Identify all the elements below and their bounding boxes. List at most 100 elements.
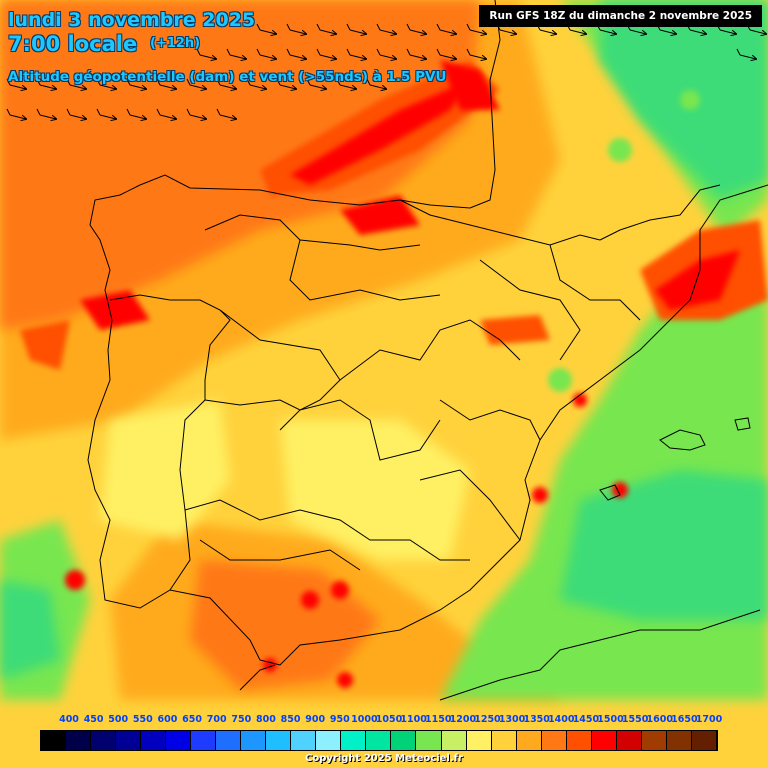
wind-arrow (439, 54, 456, 59)
wind-arrow (129, 114, 146, 119)
legend-label: 1550 (621, 714, 649, 725)
wind-arrow (319, 29, 336, 34)
legend-swatch (691, 731, 717, 750)
wind-barb (346, 23, 351, 31)
wind-barb (316, 23, 321, 31)
wind-arrow (749, 29, 766, 34)
legend-label: 1300 (498, 714, 526, 725)
wind-arrow (229, 54, 246, 59)
wind-barb (286, 48, 291, 56)
wind-arrow (249, 84, 266, 89)
wind-arrow (469, 29, 486, 34)
wind-barb (96, 108, 101, 116)
wind-arrow (319, 54, 336, 59)
legend-swatch (141, 731, 167, 750)
legend-swatch (566, 731, 592, 750)
wind-arrow (439, 29, 456, 34)
wind-arrow (9, 114, 26, 119)
legend-labels: 400 450 500 550 600 650 700 750 800 850 900 950 1000… (54, 714, 724, 728)
forecast-local-time: 7:00 locale (8, 32, 138, 56)
legend-swatch (191, 731, 217, 750)
wind-arrow (499, 29, 516, 34)
wind-barb (376, 23, 381, 31)
legend-label: 650 (182, 714, 202, 725)
legend-swatch (616, 731, 642, 750)
wind-barb (256, 23, 261, 31)
wind-barb (436, 48, 441, 56)
wind-arrow (689, 29, 706, 34)
legend-label: 850 (280, 714, 301, 725)
legend-label: 1450 (572, 714, 600, 725)
wind-arrow (569, 29, 586, 34)
map-borders (87, 0, 768, 701)
wind-arrow (339, 84, 356, 89)
wind-arrow (189, 114, 206, 119)
wind-barb (216, 108, 221, 116)
map-subtitle: Altitude géopotentielle (dam) et vent (>… (8, 69, 447, 85)
wind-barb (196, 48, 201, 56)
legend-swatch (41, 731, 67, 750)
legend-label: 750 (231, 714, 252, 725)
wind-arrow (69, 84, 86, 89)
wind-barb (186, 108, 191, 116)
wind-barb (6, 78, 11, 86)
legend-swatch (291, 731, 317, 750)
wind-barb (276, 78, 281, 86)
wind-barb (126, 108, 131, 116)
forecast-offset: (+12h) (150, 36, 201, 51)
wind-barb (6, 108, 11, 116)
wind-barb (736, 48, 741, 56)
wind-arrow (259, 54, 276, 59)
legend-label: 1100 (400, 714, 427, 725)
wind-arrow (99, 84, 116, 89)
wind-arrow (369, 84, 386, 89)
wind-arrow (289, 29, 306, 34)
legend-swatch (541, 731, 567, 750)
legend-swatch (366, 731, 392, 750)
legend-label: 1150 (424, 714, 452, 725)
legend-label: 900 (305, 714, 326, 725)
legend-swatch (241, 731, 267, 750)
wind-arrow (219, 84, 236, 89)
wind-arrow (629, 29, 646, 34)
legend-label: 1050 (375, 714, 403, 725)
wind-arrow (69, 114, 86, 119)
wind-arrow (539, 29, 556, 34)
legend-label: 400 (59, 714, 79, 725)
wind-barb (256, 48, 261, 56)
wind-arrow (159, 84, 176, 89)
wind-barb (36, 78, 41, 86)
legend-label: 1200 (449, 714, 477, 725)
legend-swatch (416, 731, 442, 750)
wind-arrow (199, 54, 216, 59)
wind-barb (466, 23, 471, 31)
wind-arrow (599, 29, 616, 34)
legend-label: 1500 (597, 714, 624, 725)
wind-barb (226, 48, 231, 56)
wind-barb (36, 108, 41, 116)
wind-arrow (409, 29, 426, 34)
copyright-notice: Copyright 2025 Meteociel.fr (305, 753, 463, 764)
legend-swatch (266, 731, 292, 750)
forecast-date: lundi 3 novembre 2025 (8, 9, 256, 31)
wind-barb (66, 108, 71, 116)
legend-label: 1350 (523, 714, 550, 725)
legend-swatch (516, 731, 542, 750)
legend-label: 950 (329, 714, 350, 725)
wind-barb (96, 78, 101, 86)
legend-label: 500 (108, 714, 129, 725)
wind-arrow (219, 114, 236, 119)
legend-swatch (116, 731, 142, 750)
legend-swatch (316, 731, 342, 750)
wind-barb (216, 78, 221, 86)
wind-arrow (409, 54, 426, 59)
wind-arrow (739, 54, 756, 59)
wind-barb (336, 78, 341, 86)
color-scale-legend (40, 730, 718, 751)
wind-barb (406, 23, 411, 31)
wind-arrow (309, 84, 326, 89)
wind-barb (246, 78, 251, 86)
wind-arrow (39, 114, 56, 119)
wind-arrows (6, 23, 766, 119)
